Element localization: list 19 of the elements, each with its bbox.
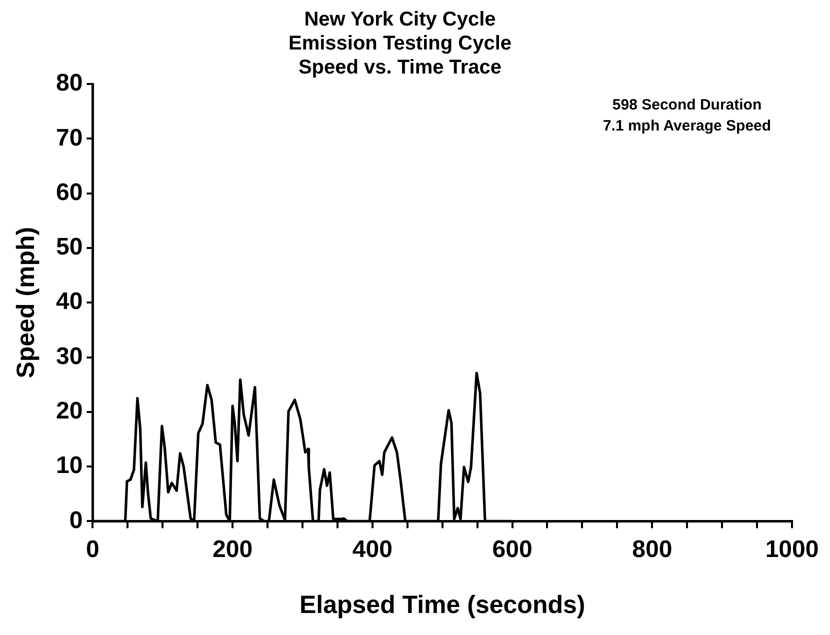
x-tick-label: 200 [212,536,253,564]
x-tick-label: 600 [492,536,532,564]
chart-title: New York City Cycle Emission Testing Cycle Speed vs. Time Trace [288,8,512,79]
x-tick-label: 400 [352,536,392,564]
y-tick-label: 50 [56,234,83,261]
y-tick-label: 40 [56,288,83,316]
y-tick-label: 60 [56,178,83,206]
y-axis-title: Speed (mph) [12,226,40,378]
y-tick-label: 0 [69,506,83,534]
y-tick-label: 10 [56,452,83,480]
annotation: 598 Second Duration [612,96,762,114]
y-tick-label: 70 [56,124,83,152]
y-tick-label: 30 [56,342,83,370]
annotation: 7.1 mph Average Speed [602,118,772,135]
x-axis-title: Elapsed Time (seconds) [299,590,586,619]
x-tick-label: 1000 [765,536,819,564]
y-tick-label: 80 [56,70,83,97]
x-tick-label: 800 [632,536,672,564]
y-tick-label: 20 [56,398,83,425]
